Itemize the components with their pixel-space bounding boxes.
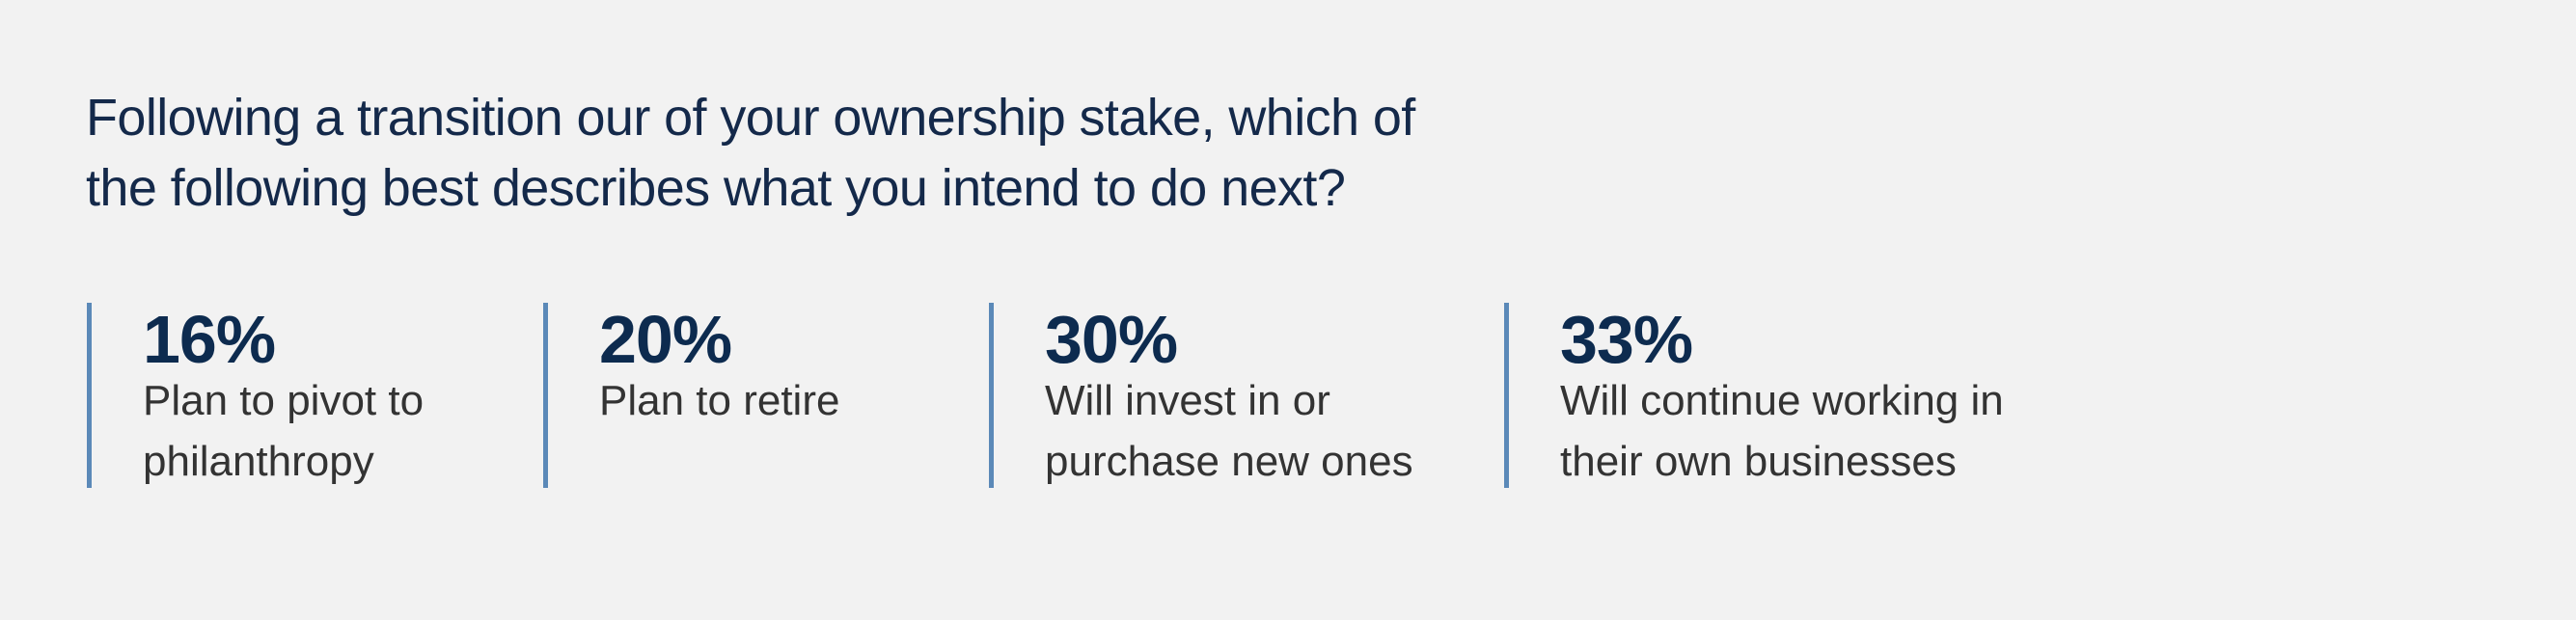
stat-label: Will continue working in their own busin… xyxy=(1560,370,2004,492)
stat-label-line: Plan to retire xyxy=(599,377,840,424)
stat-divider-bar xyxy=(989,303,994,488)
stat-divider-bar xyxy=(1504,303,1509,488)
stat-label-line: Will invest in or xyxy=(1045,377,1330,424)
stat-label: Plan to retire xyxy=(599,370,839,431)
stat-value: 30% xyxy=(1045,302,1178,377)
stat-divider-bar xyxy=(87,303,92,488)
stat-label: Plan to pivot to philanthropy xyxy=(143,370,424,492)
stat-label-line: philanthropy xyxy=(143,438,374,485)
question-title: Following a transition our of your owner… xyxy=(86,83,1415,224)
stat-divider-bar xyxy=(543,303,548,488)
question-title-line: the following best describes what you in… xyxy=(86,159,1346,217)
stat-label-line: their own businesses xyxy=(1560,438,1957,485)
stat-label-line: Will continue working in xyxy=(1560,377,2004,424)
stat-value: 16% xyxy=(143,302,276,377)
stat-label-line: purchase new ones xyxy=(1045,438,1413,485)
question-title-line: Following a transition our of your owner… xyxy=(86,89,1415,147)
stat-label-line: Plan to pivot to xyxy=(143,377,425,424)
stat-value: 33% xyxy=(1560,302,1693,377)
stat-label: Will invest in or purchase new ones xyxy=(1045,370,1413,492)
stat-value: 20% xyxy=(599,302,732,377)
